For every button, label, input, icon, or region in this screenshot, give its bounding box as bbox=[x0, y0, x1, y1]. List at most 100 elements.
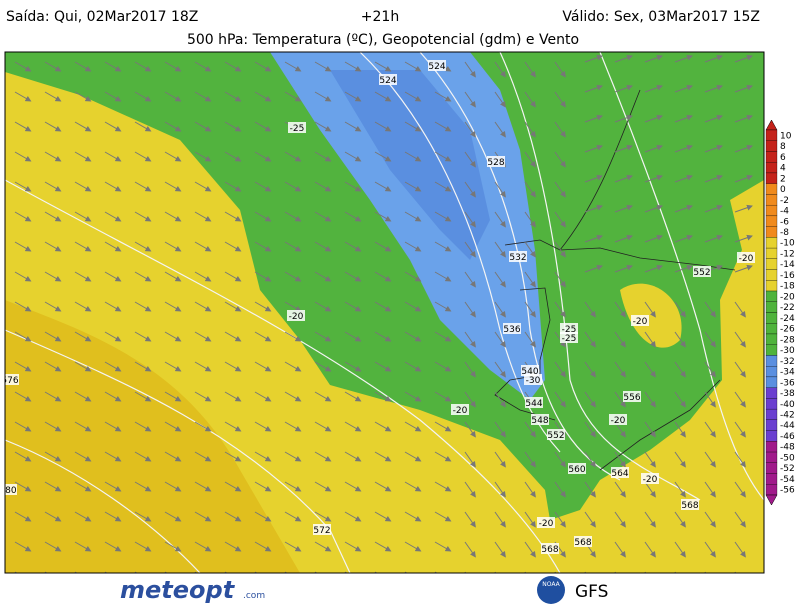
label-box bbox=[574, 536, 592, 547]
wind-arrow bbox=[554, 361, 566, 378]
wind-arrow bbox=[704, 234, 723, 243]
wind-arrow bbox=[284, 61, 302, 72]
wind-vectors bbox=[14, 54, 775, 573]
wind-arrow bbox=[314, 61, 332, 72]
wind-arrow bbox=[194, 421, 212, 432]
wind-arrow bbox=[254, 511, 272, 522]
colorbar-cell bbox=[765, 376, 778, 388]
wind-arrow bbox=[404, 391, 422, 402]
wind-arrow bbox=[674, 331, 686, 348]
wind-arrow bbox=[734, 541, 746, 558]
colorbar-cell bbox=[765, 333, 778, 345]
map-frame bbox=[4, 51, 765, 574]
colorbar-label: -44 bbox=[780, 421, 795, 431]
wind-arrow bbox=[554, 391, 566, 408]
wind-arrow bbox=[134, 151, 152, 162]
wind-arrow bbox=[464, 571, 467, 573]
wind-arrow bbox=[224, 451, 242, 462]
wind-arrow bbox=[734, 511, 746, 528]
wind-arrow bbox=[674, 301, 686, 318]
wind-arrow bbox=[14, 451, 32, 462]
wind-arrow bbox=[584, 511, 596, 528]
wind-arrow bbox=[344, 61, 362, 72]
wind-arrow bbox=[224, 361, 242, 372]
wind-arrow bbox=[134, 121, 152, 132]
wind-arrow bbox=[554, 211, 566, 228]
wind-arrow bbox=[194, 451, 212, 462]
wind-arrow bbox=[464, 331, 476, 348]
wind-arrow bbox=[284, 481, 302, 492]
label-box bbox=[5, 374, 19, 385]
colorbar-cap bbox=[765, 119, 778, 131]
wind-arrow bbox=[704, 54, 723, 63]
wind-arrow bbox=[704, 84, 723, 93]
wind-arrow bbox=[284, 541, 302, 552]
wind-arrow bbox=[434, 451, 452, 462]
wind-arrow bbox=[464, 511, 476, 528]
wind-arrow bbox=[134, 211, 152, 222]
colorbar-label: -38 bbox=[780, 389, 795, 399]
wind-arrow bbox=[434, 91, 452, 102]
label-box bbox=[609, 414, 627, 425]
wind-arrow bbox=[254, 121, 272, 132]
wind-arrow bbox=[434, 511, 452, 522]
wind-arrow bbox=[644, 301, 656, 318]
wind-arrow bbox=[194, 121, 212, 132]
wind-arrow bbox=[644, 174, 663, 183]
wind-arrow bbox=[674, 114, 693, 123]
colorbar-cell bbox=[765, 183, 778, 195]
wind-arrow bbox=[314, 361, 332, 372]
wind-arrow bbox=[374, 511, 392, 522]
label-box bbox=[547, 429, 565, 440]
wind-arrow bbox=[164, 361, 182, 372]
colorbar-cell bbox=[765, 237, 778, 249]
wind-arrow bbox=[734, 451, 746, 468]
wind-arrow bbox=[404, 331, 422, 342]
colorbar-cell bbox=[765, 129, 778, 141]
wind-arrow bbox=[254, 421, 272, 432]
wind-arrow bbox=[765, 542, 775, 557]
contour-label: -20 bbox=[739, 254, 754, 264]
colorbar-label: -28 bbox=[780, 335, 795, 345]
wind-arrow bbox=[194, 61, 212, 72]
wind-arrow bbox=[224, 151, 242, 162]
wind-arrow bbox=[734, 234, 753, 243]
wind-arrow bbox=[164, 451, 182, 462]
label-box bbox=[737, 252, 755, 263]
label-box bbox=[541, 543, 559, 554]
contour-label: -20 bbox=[453, 406, 468, 416]
wind-arrow bbox=[164, 541, 182, 552]
wind-arrow bbox=[74, 211, 92, 222]
contour-labels: 524 524 528 -25 532 536 540-30 544 548 552 556 560 5… bbox=[5, 60, 755, 555]
wind-arrow bbox=[254, 391, 272, 402]
colorbar-cell bbox=[765, 194, 778, 206]
wind-arrow bbox=[194, 301, 212, 312]
colorbar-cell bbox=[765, 398, 778, 410]
wind-arrow bbox=[554, 271, 566, 288]
wind-arrow bbox=[404, 361, 422, 372]
wind-arrow bbox=[194, 541, 212, 552]
wind-arrow bbox=[734, 174, 753, 183]
wind-arrow bbox=[74, 331, 92, 342]
wind-arrow bbox=[674, 391, 686, 408]
wind-arrow bbox=[164, 511, 182, 522]
contour-label: 548 bbox=[531, 416, 548, 426]
wind-arrow bbox=[614, 84, 633, 93]
wind-arrow bbox=[134, 181, 152, 192]
wind-arrow bbox=[284, 421, 302, 432]
contour-label: 540 bbox=[521, 367, 538, 377]
label-box bbox=[5, 484, 17, 495]
wind-arrow bbox=[134, 541, 152, 552]
wind-arrow bbox=[734, 331, 746, 348]
wind-arrow bbox=[44, 271, 62, 282]
wind-arrow bbox=[584, 84, 603, 93]
wind-arrow bbox=[344, 181, 362, 192]
wind-arrow bbox=[644, 54, 663, 63]
wind-arrow bbox=[104, 61, 122, 72]
wind-arrow bbox=[374, 481, 392, 492]
wind-arrow bbox=[524, 211, 536, 228]
wind-arrow bbox=[554, 121, 566, 138]
wind-arrow bbox=[284, 241, 302, 252]
label-box bbox=[611, 467, 629, 478]
wind-arrow bbox=[404, 451, 422, 462]
